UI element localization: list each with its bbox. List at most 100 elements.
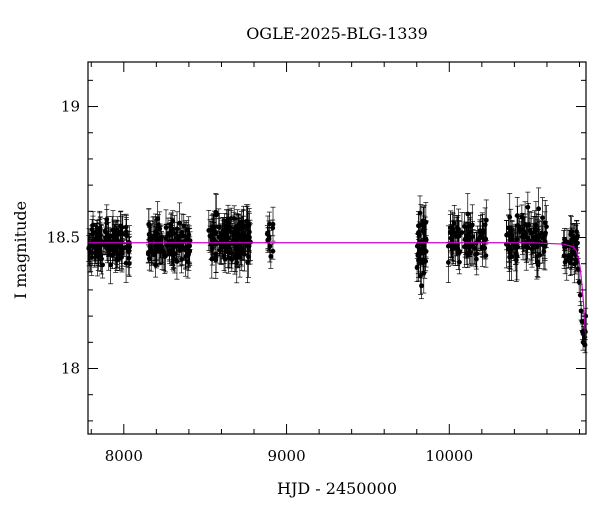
data-point bbox=[90, 232, 95, 238]
data-point bbox=[459, 230, 465, 235]
data-point bbox=[210, 225, 216, 231]
data-point bbox=[101, 242, 107, 248]
chart-title: OGLE-2025-BLG-1339 bbox=[246, 24, 428, 43]
data-point bbox=[246, 229, 252, 235]
data-point bbox=[183, 253, 189, 259]
data-point-group bbox=[108, 245, 114, 285]
data-point bbox=[268, 254, 274, 259]
data-point bbox=[88, 250, 94, 255]
data-point bbox=[123, 224, 129, 230]
data-point-group bbox=[210, 214, 216, 242]
data-point bbox=[569, 237, 575, 243]
data-point bbox=[475, 238, 481, 244]
data-point bbox=[177, 220, 183, 226]
data-point bbox=[525, 245, 531, 251]
data-point-group bbox=[97, 210, 103, 249]
data-point bbox=[226, 220, 232, 226]
data-point bbox=[419, 283, 424, 289]
data-point bbox=[537, 252, 543, 258]
rise-point-group bbox=[578, 301, 584, 321]
data-point bbox=[525, 204, 531, 210]
data-point bbox=[120, 231, 126, 237]
data-point bbox=[466, 234, 472, 240]
data-point bbox=[507, 214, 513, 220]
data-point bbox=[418, 273, 423, 279]
data-point-group bbox=[562, 245, 568, 267]
data-point-group bbox=[268, 244, 274, 269]
data-point bbox=[174, 259, 180, 264]
plot-frame bbox=[87, 61, 587, 435]
y-tick-label: 19 bbox=[61, 98, 80, 116]
data-point bbox=[521, 232, 527, 237]
data-point bbox=[562, 253, 568, 259]
data-point-group bbox=[120, 214, 126, 255]
data-point-group bbox=[163, 209, 169, 246]
x-tick-label: 8000 bbox=[105, 447, 143, 465]
data-point bbox=[163, 225, 169, 230]
data-point bbox=[213, 212, 219, 218]
data-point-group bbox=[94, 225, 100, 254]
data-point-group bbox=[226, 209, 232, 237]
data-point-group bbox=[534, 233, 540, 280]
data-point bbox=[158, 244, 164, 250]
data-point bbox=[534, 259, 540, 264]
data-point-group bbox=[213, 194, 219, 236]
data-point bbox=[573, 241, 579, 247]
data-point bbox=[270, 221, 276, 227]
data-point bbox=[562, 259, 568, 265]
data-point bbox=[270, 248, 276, 254]
data-point-group bbox=[158, 235, 164, 259]
data-point-group bbox=[155, 201, 161, 236]
data-point-group bbox=[217, 236, 223, 265]
data-point-group bbox=[246, 211, 252, 240]
data-point bbox=[577, 292, 583, 298]
data-point-group bbox=[150, 216, 156, 258]
data-point-group bbox=[270, 242, 276, 260]
data-point bbox=[106, 251, 112, 257]
data-point-group bbox=[528, 211, 534, 256]
data-point bbox=[462, 244, 467, 250]
data-point bbox=[506, 246, 512, 252]
data-point bbox=[238, 246, 244, 252]
data-point-group bbox=[509, 232, 515, 281]
data-point bbox=[242, 251, 247, 257]
x-tick-label: 10000 bbox=[425, 447, 473, 465]
axis-ticks bbox=[88, 62, 586, 434]
data-point bbox=[98, 253, 104, 258]
data-point bbox=[211, 232, 216, 238]
data-point-group bbox=[482, 207, 488, 242]
data-point bbox=[146, 256, 152, 261]
data-point bbox=[418, 242, 424, 247]
data-point bbox=[155, 216, 161, 221]
data-point bbox=[575, 266, 581, 272]
data-point-group bbox=[418, 223, 424, 266]
data-point bbox=[123, 229, 129, 235]
y-tick-label: 18 bbox=[61, 360, 80, 378]
data-point bbox=[421, 221, 427, 226]
data-point-group bbox=[421, 206, 427, 241]
data-point-group bbox=[98, 238, 104, 272]
data-point bbox=[110, 245, 116, 251]
data-point bbox=[542, 220, 548, 226]
model-curve bbox=[88, 242, 587, 340]
data-point-group bbox=[530, 216, 536, 259]
data-point bbox=[479, 245, 485, 251]
data-point-group bbox=[270, 206, 276, 242]
data-point-group bbox=[420, 250, 426, 274]
data-point bbox=[239, 223, 245, 229]
data-point bbox=[448, 241, 454, 247]
data-point bbox=[244, 218, 249, 224]
data-point bbox=[454, 225, 460, 231]
data-point bbox=[417, 232, 422, 238]
data-point bbox=[266, 236, 272, 242]
data-point bbox=[163, 253, 168, 259]
data-point bbox=[97, 232, 103, 238]
data-point-group bbox=[236, 214, 242, 235]
data-point bbox=[509, 254, 514, 260]
data-point-group bbox=[104, 204, 110, 235]
data-point bbox=[582, 342, 588, 348]
data-point-group bbox=[456, 250, 462, 275]
data-point-group bbox=[568, 215, 574, 254]
data-point bbox=[91, 244, 97, 250]
